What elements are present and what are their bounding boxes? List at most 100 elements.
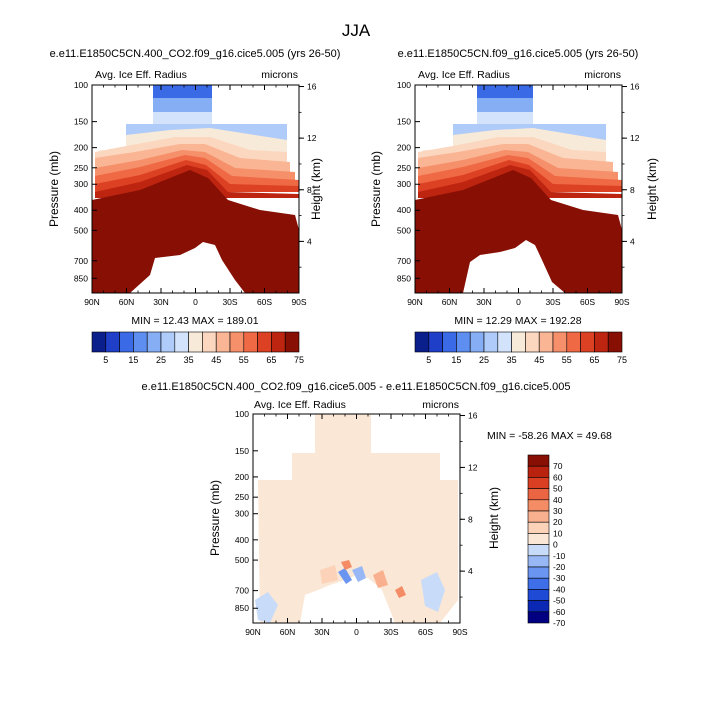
panel-2-stats: MIN = 12.29 MAX = 192.28 <box>454 315 581 327</box>
panel-1-band-2 <box>153 98 212 112</box>
colorbar-label: -40 <box>553 584 566 594</box>
colorbar-box <box>284 331 300 353</box>
colorbar-label: 75 <box>617 355 627 365</box>
y-tick-label: 250 <box>397 163 411 173</box>
x-tick-label: 90N <box>407 297 423 307</box>
panel-2-band-4 <box>477 112 533 124</box>
panel-2-colorbar: 5 15 25 35 45 55 65 75 <box>414 331 627 365</box>
y-right-tick-label: 16 <box>630 82 640 92</box>
x-tick-label: 0 <box>516 297 521 307</box>
x-tick-label: 60S <box>418 627 433 637</box>
panel-3-pos-patch-3 <box>320 565 338 584</box>
panel-1-ground <box>130 242 245 293</box>
panel-2-left-label: Avg. Ice Eff. Radius <box>418 69 510 81</box>
colorbar-box <box>527 521 550 534</box>
colorbar-box <box>552 331 568 353</box>
panel-2-band-12 <box>415 170 622 293</box>
panel-3-pos-patch-2 <box>395 586 406 598</box>
colorbar-box <box>91 331 107 353</box>
y-tick-label: 200 <box>74 143 88 153</box>
panel-3-left-label: Avg. Ice Eff. Radius <box>254 399 346 411</box>
panel-3-neg-patch-3 <box>338 568 352 584</box>
x-tick-label: 60N <box>119 297 135 307</box>
x-tick-label: 30N <box>314 627 330 637</box>
y-tick-label: 100 <box>74 80 88 90</box>
x-tick-label: 30N <box>476 297 492 307</box>
colorbar-label: 75 <box>294 355 304 365</box>
colorbar-box <box>428 331 443 353</box>
y-tick-label: 250 <box>235 492 249 502</box>
y-tick-label: 100 <box>397 80 411 90</box>
colorbar-label: 15 <box>451 355 461 365</box>
y-tick-label: 150 <box>235 446 249 456</box>
colorbar-label: -50 <box>553 596 566 606</box>
panel-3-pos-patch-1 <box>341 560 352 570</box>
colorbar-box <box>527 611 550 624</box>
panel-3-background <box>258 414 458 623</box>
figure-title: JJA <box>342 21 371 40</box>
panel-1-ylabel: Pressure (mb) <box>47 151 61 227</box>
panel-1-field <box>92 85 299 293</box>
panel-2-field <box>415 85 622 293</box>
panel-1-right-label: microns <box>261 69 298 81</box>
colorbar-label: 55 <box>562 355 572 365</box>
x-tick-label: 90S <box>452 627 467 637</box>
y-tick-label: 700 <box>74 256 88 266</box>
panel-2-ground <box>463 240 565 293</box>
panel-3-ground <box>300 575 395 623</box>
colorbar-box <box>119 331 134 353</box>
y-tick-label: 850 <box>397 273 411 283</box>
colorbar-label: 20 <box>553 517 563 527</box>
colorbar-box <box>594 331 609 353</box>
colorbar-label: 25 <box>479 355 489 365</box>
colorbar-label: 65 <box>266 355 276 365</box>
y-tick-label: 400 <box>74 205 88 215</box>
panel-1-left-label: Avg. Ice Eff. Radius <box>95 69 187 81</box>
colorbar-label: 0 <box>553 540 558 550</box>
panel-1-axes: 90N 60N 30N 0 30S 60S 90S 100 150 200 250 300 400 500… <box>74 80 317 307</box>
x-tick-label: 30N <box>153 297 169 307</box>
colorbar-label: 40 <box>553 495 563 505</box>
y-tick-label: 300 <box>235 509 249 519</box>
y-right-tick-label: 8 <box>307 185 312 195</box>
colorbar-label: 50 <box>553 484 563 494</box>
panel-3-pos-patch-4 <box>373 570 388 588</box>
colorbar-label: 70 <box>553 461 563 471</box>
colorbar-label: 35 <box>507 355 517 365</box>
panel-3-ylabel-right: Height (km) <box>487 487 501 549</box>
panel-2-band-2 <box>477 98 533 112</box>
colorbar-box <box>580 331 595 353</box>
y-tick-label: 500 <box>74 225 88 235</box>
colorbar-box <box>527 544 550 557</box>
panel-3-stats: MIN = -58.26 MAX = 49.68 <box>487 430 612 442</box>
panel-2: e.e11.E1850C5CN.f09_g16.cice5.005 (yrs 2… <box>369 48 659 365</box>
y-right-tick-label: 4 <box>630 236 635 246</box>
y-tick-label: 850 <box>74 273 88 283</box>
panel-3-title: e.e11.E1850C5CN.400_CO2.f09_g16.cice5.00… <box>142 381 571 393</box>
colorbar-label: 55 <box>239 355 249 365</box>
y-right-tick-label: 4 <box>468 566 473 576</box>
colorbar-label: 15 <box>128 355 138 365</box>
y-tick-label: 400 <box>397 205 411 215</box>
colorbar-box <box>146 331 162 353</box>
x-tick-label: 30S <box>545 297 560 307</box>
x-tick-label: 60S <box>257 297 272 307</box>
colorbar-box <box>160 331 176 353</box>
colorbar-box <box>527 499 550 512</box>
y-right-tick-label: 8 <box>468 514 473 524</box>
colorbar-box <box>527 589 550 601</box>
panel-3: e.e11.E1850C5CN.400_CO2.f09_g16.cice5.00… <box>142 381 613 637</box>
panel-1-colorbar: 5 15 25 35 45 55 65 75 <box>91 331 304 365</box>
y-right-tick-label: 16 <box>468 411 478 421</box>
colorbar-box <box>527 465 550 478</box>
colorbar-box <box>188 331 203 353</box>
colorbar-box <box>215 331 231 353</box>
x-tick-label: 0 <box>354 627 359 637</box>
colorbar-label: 10 <box>553 528 563 538</box>
y-tick-label: 500 <box>397 225 411 235</box>
panel-2-ylabel: Pressure (mb) <box>369 151 383 227</box>
y-tick-label: 850 <box>235 603 249 613</box>
x-tick-label: 60N <box>442 297 458 307</box>
